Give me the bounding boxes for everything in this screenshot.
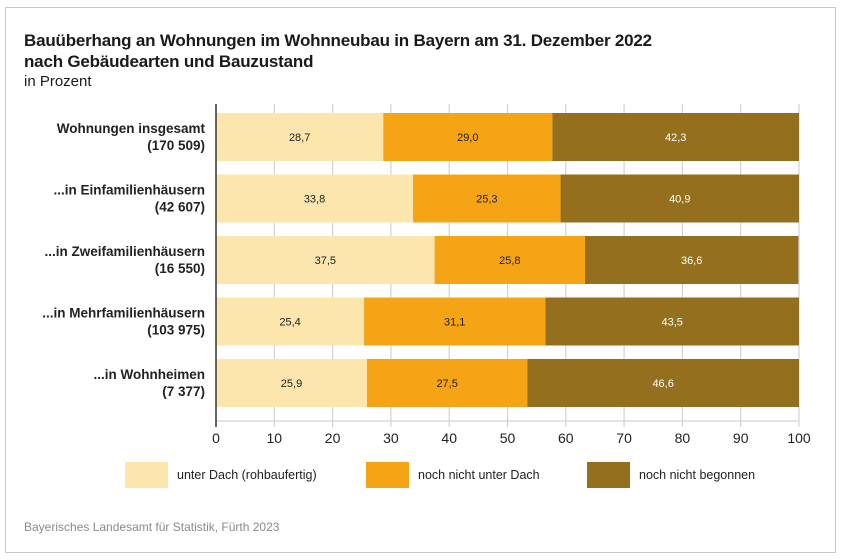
- data-label: 33,8: [304, 194, 325, 206]
- data-label: 40,9: [669, 194, 690, 206]
- legend-item-unter-dach: unter Dach (rohbaufertig): [125, 462, 317, 488]
- chart-title: Bauüberhang an Wohnungen im Wohnneubau i…: [24, 31, 652, 50]
- bar-segment: [216, 359, 367, 407]
- data-label: 36,6: [681, 255, 702, 267]
- bar-segment: [434, 236, 586, 284]
- bar-segment: [216, 174, 414, 223]
- legend-item-noch-nicht-unter-dach: noch nicht unter Dach: [366, 462, 540, 488]
- bar-segment: [216, 297, 365, 346]
- legend-swatch: [366, 462, 409, 488]
- category-count: (16 550): [155, 261, 205, 276]
- legend-swatch: [125, 462, 168, 488]
- bar-segment: [585, 236, 799, 284]
- x-tick-label: 30: [383, 430, 399, 446]
- category-count: (170 509): [147, 138, 205, 153]
- x-tick-label: 100: [787, 430, 811, 446]
- data-label: 28,7: [289, 132, 310, 144]
- legend-swatch: [587, 462, 630, 488]
- bar-segment: [413, 174, 561, 223]
- category-label: ...in Einfamilienhäusern: [53, 183, 205, 198]
- x-tick-label: 10: [267, 430, 283, 446]
- data-label: 31,1: [444, 317, 465, 329]
- chart-subtitle: nach Gebäudearten und Bauzustand: [24, 52, 314, 71]
- bar-segment: [383, 113, 553, 161]
- legend-item-noch-nicht-begonnen: noch nicht begonnen: [587, 462, 755, 488]
- data-label: 27,5: [436, 378, 457, 390]
- chart-unit: in Prozent: [24, 73, 92, 90]
- category-count: (7 377): [162, 384, 205, 399]
- x-tick-label: 40: [441, 430, 457, 446]
- bar-segment: [545, 297, 799, 346]
- category-count: (103 975): [147, 323, 205, 338]
- x-tick-label: 20: [325, 430, 341, 446]
- data-label: 37,5: [315, 255, 336, 267]
- source-note: Bayerisches Landesamt für Statistik, Für…: [24, 520, 280, 534]
- x-tick-label: 50: [500, 430, 516, 446]
- bar-segment: [216, 113, 384, 161]
- category-label: Wohnungen insgesamt: [57, 121, 206, 136]
- data-label: 25,4: [279, 317, 300, 329]
- bar-segment: [366, 359, 528, 407]
- category-label: ...in Zweifamilienhäusern: [44, 244, 205, 259]
- x-tick-label: 70: [616, 430, 632, 446]
- data-label: 29,0: [457, 132, 478, 144]
- legend-label: unter Dach (rohbaufertig): [177, 468, 317, 482]
- bar-segment: [216, 236, 435, 284]
- category-label: ...in Wohnheimen: [93, 367, 205, 382]
- data-label: 43,5: [661, 317, 682, 329]
- data-label: 46,6: [652, 378, 673, 390]
- data-label: 25,3: [476, 194, 497, 206]
- data-label: 42,3: [665, 132, 686, 144]
- x-tick-label: 80: [675, 430, 691, 446]
- bar-segment: [552, 113, 799, 161]
- legend-label: noch nicht unter Dach: [418, 468, 540, 482]
- data-label: 25,8: [499, 255, 520, 267]
- data-label: 25,9: [281, 378, 302, 390]
- bar-segment: [527, 359, 799, 407]
- category-label: ...in Mehrfamilienhäusern: [42, 306, 205, 321]
- x-tick-label: 60: [558, 430, 574, 446]
- category-count: (42 607): [155, 200, 205, 215]
- legend-label: noch nicht begonnen: [639, 468, 756, 482]
- bar-segment: [364, 297, 546, 346]
- bar-segment: [560, 174, 799, 223]
- x-tick-label: 0: [212, 430, 220, 446]
- x-tick-label: 90: [733, 430, 749, 446]
- legend: unter Dach (rohbaufertig) noch nicht unt…: [0, 462, 841, 488]
